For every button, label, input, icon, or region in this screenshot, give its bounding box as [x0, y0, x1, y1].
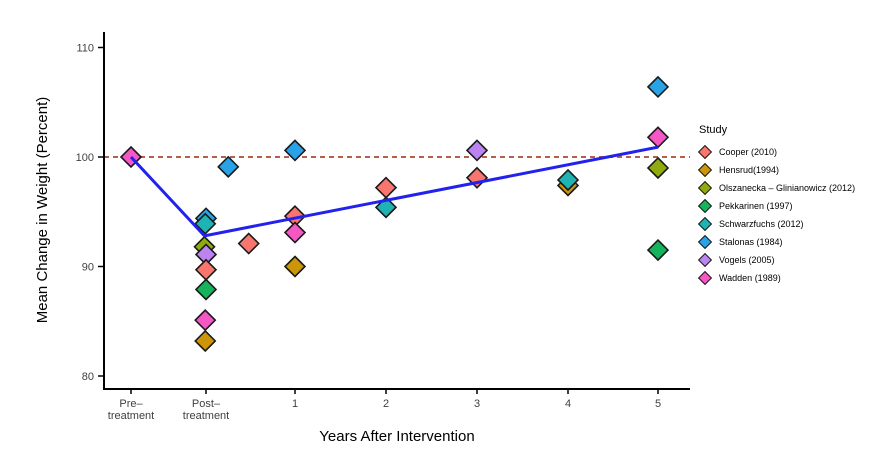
y-tick-label: 90 — [82, 262, 94, 274]
legend-item: Cooper (2010) — [697, 143, 875, 161]
legend-item-label: Schwarzfuchs (2012) — [719, 219, 804, 229]
x-tick-label: Post– — [192, 398, 221, 410]
data-point — [646, 75, 670, 99]
x-axis-title: Years After Intervention — [319, 428, 474, 445]
legend-item: Wadden (1989) — [697, 269, 875, 287]
legend: Study Cooper (2010) Hensrud(1994) Olszanec… — [697, 124, 875, 287]
data-point — [194, 329, 217, 353]
data-point — [646, 156, 670, 180]
legend-item-label: Stalonas (1984) — [719, 237, 783, 247]
legend-diamond-icon — [697, 180, 713, 196]
x-tick-label: 5 — [655, 398, 661, 410]
data-point — [283, 221, 307, 244]
data-point — [194, 212, 217, 235]
legend-diamond-icon — [697, 144, 713, 160]
data-point — [465, 139, 489, 162]
legend-items: Cooper (2010) Hensrud(1994) Olszanecka – G… — [697, 143, 875, 287]
data-point — [646, 126, 670, 149]
data-point — [374, 176, 398, 199]
legend-item: Hensrud(1994) — [697, 161, 875, 179]
legend-item-label: Hensrud(1994) — [719, 165, 780, 175]
legend-item-label: Cooper (2010) — [719, 147, 778, 157]
legend-diamond-icon — [697, 216, 713, 232]
legend-item: Vogels (2005) — [697, 251, 875, 269]
legend-item-label: Olszanecka – Glinianowicz (2012) — [719, 183, 856, 193]
data-point — [217, 155, 240, 178]
x-tick-label: 2 — [383, 398, 389, 410]
data-point — [194, 309, 217, 332]
legend-item: Stalonas (1984) — [697, 233, 875, 251]
legend-item-label: Vogels (2005) — [719, 255, 775, 265]
y-tick-label: 80 — [82, 371, 94, 383]
trend-line — [129, 145, 659, 238]
data-point — [194, 278, 218, 301]
legend-item: Olszanecka – Glinianowicz (2012) — [697, 179, 875, 197]
x-tick-label: 3 — [474, 398, 480, 410]
legend-item-label: Pekkarinen (1997) — [719, 201, 793, 211]
legend-diamond-icon — [697, 270, 713, 286]
data-point — [646, 238, 670, 262]
legend-item: Schwarzfuchs (2012) — [697, 215, 875, 233]
legend-item-label: Wadden (1989) — [719, 273, 781, 283]
legend-title: Study — [699, 124, 728, 136]
x-tick-label: treatment — [108, 410, 154, 422]
x-tick-label: Pre– — [119, 398, 143, 410]
x-tick-label: 1 — [292, 398, 298, 410]
y-tick-label: 110 — [76, 43, 94, 55]
data-point — [556, 168, 580, 192]
data-point — [283, 139, 307, 162]
legend-diamond-icon — [697, 252, 713, 268]
y-axis-title: Mean Change in Weight (Percent) — [34, 97, 51, 324]
legend-item: Pekkarinen (1997) — [697, 197, 875, 215]
legend-diamond-icon — [697, 162, 713, 178]
legend-diamond-icon — [697, 198, 713, 214]
y-tick-label: 100 — [76, 152, 94, 164]
x-tick-label: treatment — [183, 410, 229, 422]
legend-diamond-icon — [697, 234, 713, 250]
x-tick-label: 4 — [565, 398, 571, 410]
data-point — [283, 255, 307, 278]
data-point — [237, 232, 260, 255]
data-point — [194, 258, 218, 281]
